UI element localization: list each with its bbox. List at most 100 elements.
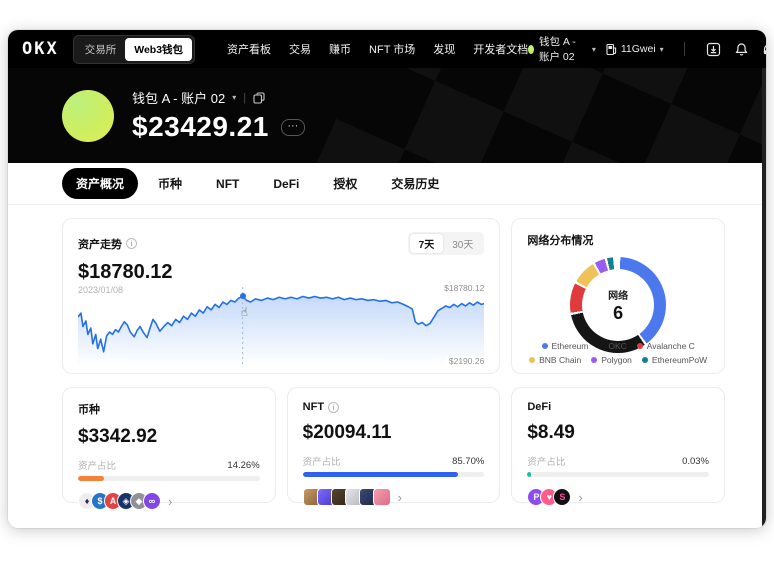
chevron-down-icon: ▾ [591, 44, 596, 54]
info-icon[interactable]: i [126, 238, 137, 249]
scrollbar[interactable] [762, 30, 766, 528]
toggle-web3-wallet[interactable]: Web3钱包 [125, 37, 193, 61]
share-label: 资产占比 [78, 461, 117, 472]
legend-item-bnb-chain[interactable]: BNB Chain [529, 355, 581, 365]
wallet-name[interactable]: 钱包 A - 账户 02 [132, 91, 226, 106]
coins-progress-track [78, 476, 260, 481]
nav-item-discover[interactable]: 发现 [433, 44, 456, 56]
y-max-label: $18780.12 [441, 283, 485, 293]
nav-item-asset-dashboard[interactable]: 资产看板 [227, 44, 272, 56]
donut-center-label: 网络 [608, 290, 629, 302]
info-icon[interactable]: i [328, 401, 340, 413]
hero-info: 钱包 A - 账户 02 ▾ | $23429.21 ··· [132, 88, 305, 143]
tab-approvals[interactable]: 授权 [333, 177, 358, 191]
tab-nft[interactable]: NFT [216, 176, 240, 191]
account-label: 钱包 A - 账户 02 [539, 36, 576, 63]
time-range-toggle[interactable]: 7天 30天 [407, 232, 485, 255]
trend-hover-value: $18780.12 [78, 261, 173, 283]
legend-dot [636, 343, 643, 349]
nav-item-earn[interactable]: 赚币 [329, 44, 352, 56]
nav-menu: 资产看板 交易 赚币 NFT 市场 发现 开发者文档 [227, 41, 528, 57]
defi-share-percent: 0.03% [682, 455, 709, 467]
legend-item-polygon[interactable]: Polygon [591, 355, 632, 365]
legend-label: Avalanche C [646, 341, 695, 351]
defi-icons-row: P ♥ S › [527, 488, 709, 506]
nav-right: 钱包 A - 账户 02 ▾ 11Gwei ▾ [528, 34, 766, 64]
defi-protocol-3-icon: S [553, 488, 572, 506]
network-distribution-card: 网络分布情况 网络 6 Ethereum OKC Avalanche C BNB Ch… [511, 218, 725, 374]
chevron-down-icon: ▾ [659, 44, 664, 54]
download-app-button[interactable] [704, 36, 722, 62]
tab-overview[interactable]: 资产概况 [62, 168, 139, 199]
defi-card-title: DeFi [527, 401, 552, 413]
coins-summary-card[interactable]: 币种 $3342.92 资产占比 14.26% ♦ $ A ◈ ◆ ∞ › [62, 387, 276, 510]
legend-item-ethereum[interactable]: Ethereum [541, 341, 589, 351]
donut-center: 网络 6 [582, 269, 655, 341]
bell-icon [735, 42, 748, 56]
coins-progress-fill [78, 476, 104, 481]
app-window: OKX 交易所 Web3钱包 资产看板 交易 赚币 NFT 市场 发现 开发者文档 钱包 A… [8, 30, 766, 528]
account-selector[interactable]: 钱包 A - 账户 02 ▾ [528, 34, 596, 64]
more-actions-button[interactable]: ··· [280, 118, 305, 136]
legend-label: EthereumPoW [651, 355, 708, 365]
nft-card-title: NFT [302, 401, 325, 413]
support-button[interactable] [760, 36, 766, 62]
headset-icon [763, 44, 766, 54]
nav-divider [683, 42, 685, 56]
coins-share-percent: 14.26% [227, 459, 260, 471]
chevron-right-icon[interactable]: › [168, 493, 173, 509]
legend-dot [598, 343, 605, 349]
gas-price-selector[interactable]: 11Gwei ▾ [606, 43, 664, 56]
nft-progress-fill [302, 472, 459, 477]
nft-share-percent: 85.70% [452, 455, 485, 467]
defi-value: $8.49 [527, 422, 575, 443]
defi-progress-track [527, 472, 709, 477]
asset-trend-card: 资产走势 i 7天 30天 $18780.12 2023/01/08 [62, 218, 501, 374]
network-card-title: 网络分布情况 [527, 235, 594, 247]
defi-progress-fill [527, 472, 531, 477]
nav-item-dev-docs[interactable]: 开发者文档 [473, 44, 529, 56]
account-avatar-dot [528, 44, 535, 54]
network-legend: Ethereum OKC Avalanche C BNB Chain Polygon Et… [520, 341, 716, 365]
tab-history[interactable]: 交易历史 [391, 177, 440, 191]
trend-card-title: 资产走势 [78, 238, 122, 251]
legend-dot [591, 357, 598, 363]
exchange-web3-toggle[interactable]: 交易所 Web3钱包 [72, 34, 196, 64]
legend-item-okc[interactable]: OKC [598, 341, 627, 351]
tab-coins[interactable]: 币种 [158, 177, 183, 191]
share-label: 资产占比 [302, 457, 341, 468]
nav-item-nft-market[interactable]: NFT 市场 [369, 44, 416, 56]
legend-label: Ethereum [551, 341, 589, 351]
coins-value: $3342.92 [78, 426, 158, 447]
notifications-button[interactable] [732, 36, 750, 62]
network-donut-chart[interactable]: 网络 6 [570, 257, 667, 353]
polygon-coin-icon: ∞ [143, 492, 161, 510]
chevron-right-icon[interactable]: › [578, 489, 583, 505]
nft-value: $20094.11 [302, 422, 392, 443]
coins-icons-row: ♦ $ A ◈ ◆ ∞ › [78, 492, 260, 510]
chevron-right-icon[interactable]: › [397, 489, 402, 505]
legend-dot [541, 343, 548, 349]
copy-address-icon[interactable] [253, 91, 265, 104]
legend-item-avalanche-c[interactable]: Avalanche C [636, 341, 695, 351]
dashboard-content: 资产走势 i 7天 30天 $18780.12 2023/01/08 [8, 205, 766, 510]
wallet-hero: 钱包 A - 账户 02 ▾ | $23429.21 ··· [8, 68, 766, 163]
legend-item-ethereumpow[interactable]: EthereumPoW [641, 355, 708, 365]
range-7d[interactable]: 7天 [409, 234, 444, 253]
nav-item-trade[interactable]: 交易 [289, 44, 312, 56]
nft-summary-card[interactable]: NFT i $20094.11 资产占比 85.70% › [286, 387, 501, 506]
total-balance: $23429.21 [132, 111, 269, 142]
legend-label: Polygon [601, 355, 632, 365]
trend-line-chart[interactable]: $18780.12 $2190.26 ☝ [78, 283, 485, 366]
tab-defi[interactable]: DeFi [273, 176, 300, 191]
legend-dot [529, 357, 536, 363]
chevron-down-icon[interactable]: ▾ [232, 93, 237, 102]
top-nav: OKX 交易所 Web3钱包 资产看板 交易 赚币 NFT 市场 发现 开发者文档 钱包 A… [8, 30, 766, 68]
toggle-exchange[interactable]: 交易所 [84, 43, 117, 56]
hero-checker-pattern [305, 68, 766, 163]
defi-summary-card[interactable]: DeFi $8.49 资产占比 0.03% P ♥ S › [511, 387, 725, 506]
nft-progress-track [302, 472, 485, 477]
range-30d[interactable]: 30天 [452, 240, 474, 251]
coins-card-title: 币种 [78, 404, 100, 416]
wallet-avatar[interactable] [62, 89, 114, 142]
